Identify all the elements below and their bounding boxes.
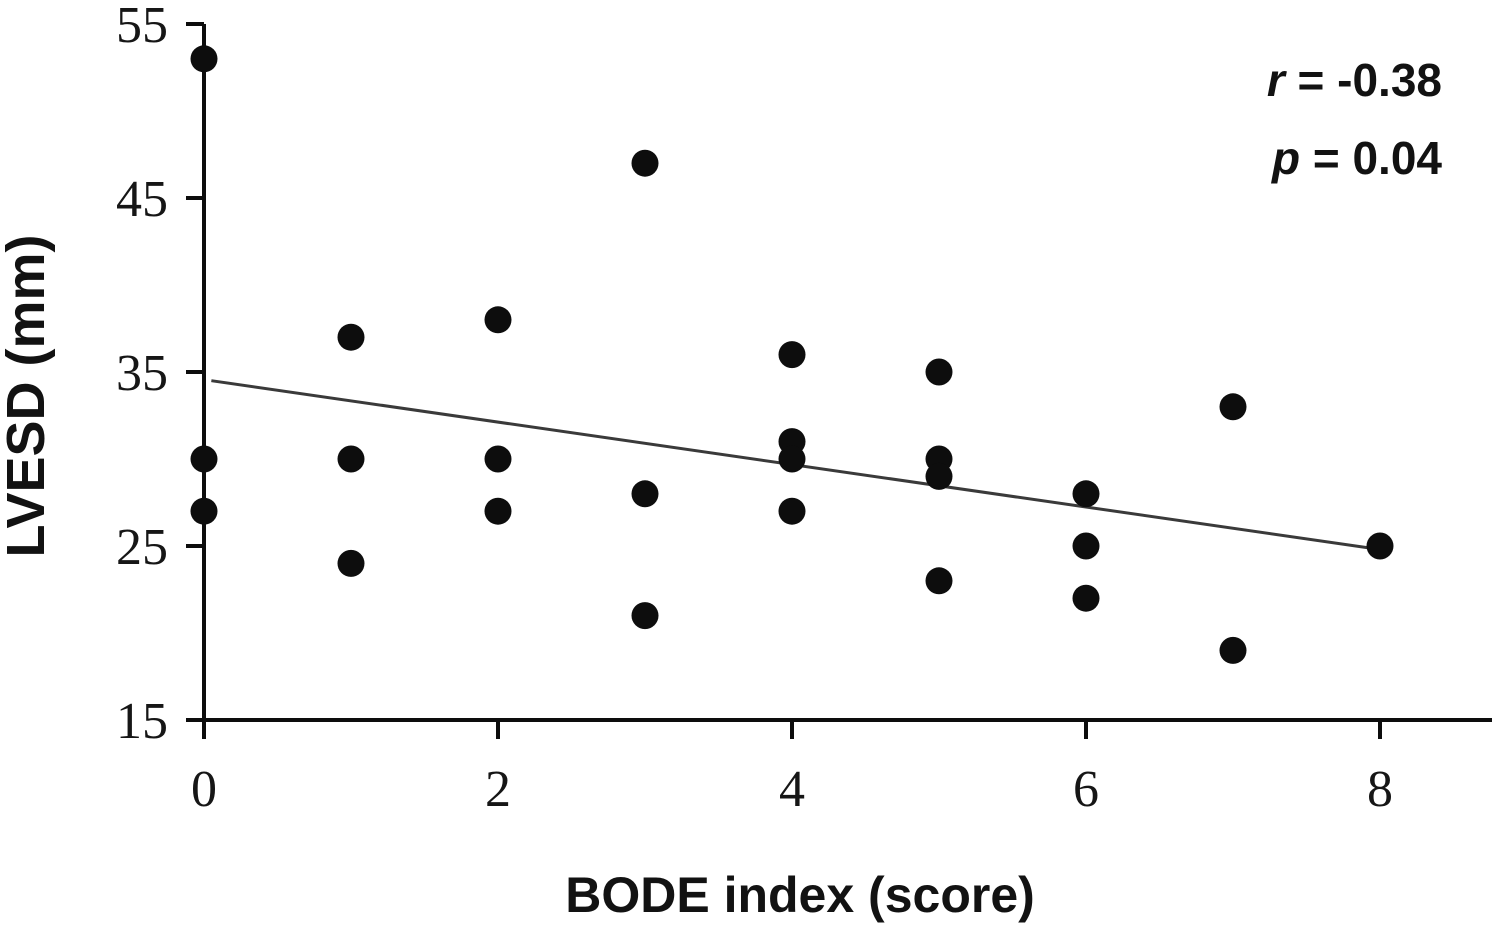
y-tick-label: 25	[116, 519, 168, 576]
data-points	[190, 45, 1394, 664]
data-point	[190, 445, 218, 473]
p-symbol: p	[1270, 132, 1300, 184]
data-point	[484, 497, 512, 525]
stats-annotation-r: r = -0.38	[1267, 54, 1442, 106]
r-value: = -0.38	[1285, 54, 1442, 106]
x-tick-label: 0	[191, 761, 217, 818]
data-point	[1072, 584, 1100, 612]
y-tick-label: 15	[116, 693, 168, 750]
data-point	[337, 549, 365, 577]
y-axis-title: LVESD (mm)	[0, 234, 56, 557]
data-point	[484, 445, 512, 473]
data-point	[190, 497, 218, 525]
data-point	[337, 323, 365, 351]
y-tick-label: 35	[116, 345, 168, 402]
data-point	[1219, 636, 1247, 664]
data-point	[337, 445, 365, 473]
data-point	[925, 358, 953, 386]
r-symbol: r	[1267, 54, 1287, 106]
data-point	[484, 306, 512, 334]
data-point	[925, 567, 953, 595]
x-tick-label: 6	[1073, 761, 1099, 818]
x-axis-ticks: 0 2 4 6 8	[191, 720, 1393, 818]
p-value: = 0.04	[1300, 132, 1442, 184]
x-tick-label: 2	[485, 761, 511, 818]
data-point	[1072, 532, 1100, 560]
data-point	[1219, 393, 1247, 421]
stats-annotation-p: p = 0.04	[1270, 132, 1442, 184]
data-point	[631, 149, 659, 177]
x-tick-label: 8	[1367, 761, 1393, 818]
y-tick-label: 55	[116, 0, 168, 54]
data-point	[778, 497, 806, 525]
y-tick-label: 45	[116, 171, 168, 228]
data-point	[190, 45, 218, 73]
data-point	[1072, 480, 1100, 508]
data-point	[631, 602, 659, 630]
data-point	[925, 462, 953, 490]
x-axis-title: BODE index (score)	[565, 867, 1035, 923]
data-point	[778, 445, 806, 473]
y-axis-ticks: 15 25 35 45 55	[116, 0, 204, 750]
data-point	[778, 341, 806, 369]
data-point	[631, 480, 659, 508]
data-point	[1366, 532, 1394, 560]
x-tick-label: 4	[779, 761, 805, 818]
